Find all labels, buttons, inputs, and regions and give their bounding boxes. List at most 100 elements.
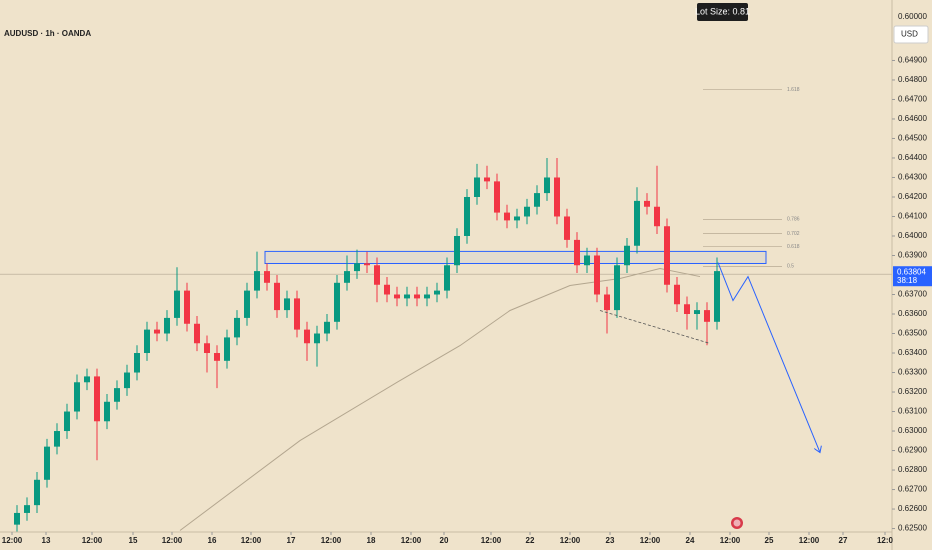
x-tick-label: 12:00 <box>799 536 820 545</box>
candle-body <box>714 271 720 322</box>
y-tick-label: 0.64200 <box>898 192 927 201</box>
y-tick-label: 0.62700 <box>898 485 927 494</box>
candle-body <box>184 290 190 324</box>
y-tick-label: 0.63400 <box>898 348 927 357</box>
x-tick-label: 16 <box>208 536 217 545</box>
x-tick-label: 12:00 <box>321 536 342 545</box>
candle-body <box>644 200 650 207</box>
x-tick-label: 12:0 <box>877 536 894 545</box>
candle-body <box>324 321 330 334</box>
candle-body <box>314 333 320 344</box>
candle-body <box>524 206 530 217</box>
current-price-label: 0.63804 <box>897 267 926 276</box>
candle-body <box>484 177 490 182</box>
candle-body <box>514 216 520 221</box>
trendline <box>599 310 711 344</box>
candle-body <box>74 382 80 412</box>
candle-body <box>684 304 690 315</box>
x-tick-label: 17 <box>287 536 296 545</box>
candle-body <box>204 343 210 354</box>
fib-label: 0.5 <box>787 264 794 270</box>
candle-body <box>304 329 310 344</box>
candle-body <box>294 298 300 330</box>
candle-body <box>24 505 30 513</box>
y-tick-label: 0.64600 <box>898 114 927 123</box>
candle-body <box>274 282 280 311</box>
candle-body <box>574 239 580 266</box>
y-tick-label: 0.62500 <box>898 524 927 533</box>
x-tick-label: 27 <box>839 536 848 545</box>
fib-label: 0.786 <box>787 217 800 223</box>
moving-average <box>179 268 701 531</box>
candle-body <box>224 337 230 361</box>
x-tick-label: 12:00 <box>560 536 581 545</box>
currency-box[interactable] <box>893 25 929 44</box>
lot-size: Lot Size: 0.81 <box>695 6 750 16</box>
candle-body <box>254 271 260 291</box>
currency[interactable]: USD <box>901 30 918 39</box>
candle-body <box>284 298 290 311</box>
x-tick-label: 20 <box>440 536 449 545</box>
y-tick-label: 0.63300 <box>898 368 927 377</box>
candle-body <box>554 177 560 217</box>
candle-body <box>394 294 400 299</box>
x-tick-label: 12:00 <box>640 536 661 545</box>
fib-label: 0.618 <box>787 244 800 250</box>
candle-body <box>534 193 540 207</box>
candle-body <box>384 284 390 295</box>
candle-body <box>134 353 140 373</box>
axes: 0.62500 0.62600 0.62700 0.62800 0.62900 0.630… <box>2 56 932 545</box>
candle-body <box>244 290 250 318</box>
candle-body <box>214 353 220 361</box>
y-tick-label: 0.64000 <box>898 231 927 240</box>
candle-body <box>364 263 370 266</box>
y-tick-label: 0.62900 <box>898 446 927 455</box>
candle-body <box>334 282 340 322</box>
x-tick-label: 12:00 <box>241 536 262 545</box>
candle-body <box>44 446 50 480</box>
plot-area: 1.618 0.786 0.702 0.618 0.5 <box>0 87 892 533</box>
candle-body <box>264 271 270 283</box>
y-tick-label: 0.64500 <box>898 134 927 143</box>
y-tick-label: 0.62600 <box>898 504 927 513</box>
x-tick-label: 12:00 <box>2 536 23 545</box>
x-tick-label: 25 <box>765 536 774 545</box>
candle-body <box>354 263 360 272</box>
current-price-box <box>893 266 932 287</box>
candle-body <box>234 317 240 338</box>
x-tick-label: 22 <box>526 536 535 545</box>
candle-body <box>64 411 70 432</box>
candle-body <box>174 290 180 318</box>
candle-body <box>154 329 160 334</box>
candle-body <box>694 310 700 315</box>
y-tick-label: 0.63700 <box>898 290 927 299</box>
candle-body <box>464 196 470 236</box>
candle-body <box>624 245 630 266</box>
event-flag-inner <box>733 519 741 527</box>
y-tick-label: 0.63000 <box>898 426 927 435</box>
x-tick-label: 12:00 <box>481 536 502 545</box>
x-tick-label: 12:00 <box>82 536 103 545</box>
candle-body <box>604 294 610 311</box>
lot-size-box <box>697 3 748 21</box>
x-tick-label: 15 <box>129 536 138 545</box>
candle-body <box>94 376 100 422</box>
x-tick-label: 23 <box>606 536 615 545</box>
candle-body <box>424 294 430 299</box>
candle-body <box>584 255 590 266</box>
y-tick-label: 0.63600 <box>898 309 927 318</box>
zone <box>264 250 767 264</box>
y-tick-label: 0.64900 <box>898 56 927 65</box>
fib-label: 0.702 <box>787 231 800 237</box>
candle-body <box>414 294 420 299</box>
candle-body <box>634 200 640 246</box>
candle-body <box>454 235 460 266</box>
candle-body <box>594 255 600 295</box>
candle-body <box>654 206 660 227</box>
y-tick-label: 0.64700 <box>898 95 927 104</box>
candle-body <box>124 372 130 389</box>
projection <box>717 262 820 453</box>
y-tick-label: 0.64400 <box>898 153 927 162</box>
